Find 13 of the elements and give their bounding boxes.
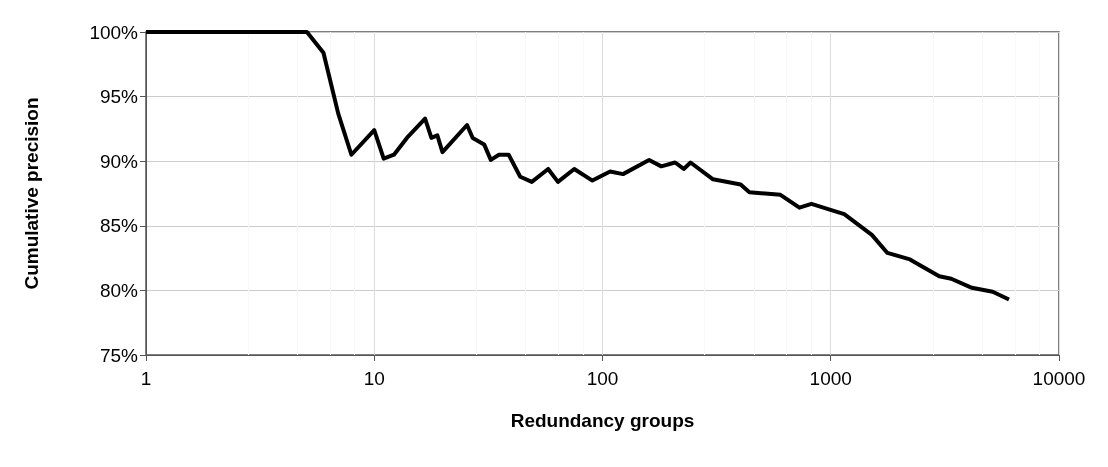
x-axis-title: Redundancy groups — [510, 410, 695, 431]
x-tick-label: 10000 — [1032, 368, 1086, 389]
y-axis-title: Cumulative precision — [21, 97, 42, 290]
x-tick-label: 100 — [586, 368, 619, 389]
y-tick-label: 75% — [99, 344, 139, 366]
y-tick-label: 100% — [89, 21, 139, 43]
x-tick-label: 10 — [363, 368, 385, 389]
y-tick-label: 90% — [99, 150, 139, 172]
y-tick-label: 80% — [99, 279, 139, 301]
x-tick-label: 1 — [140, 368, 152, 389]
y-tick-label: 85% — [99, 215, 139, 237]
x-tick-label: 1000 — [809, 368, 852, 389]
y-tick-label: 95% — [99, 86, 139, 108]
